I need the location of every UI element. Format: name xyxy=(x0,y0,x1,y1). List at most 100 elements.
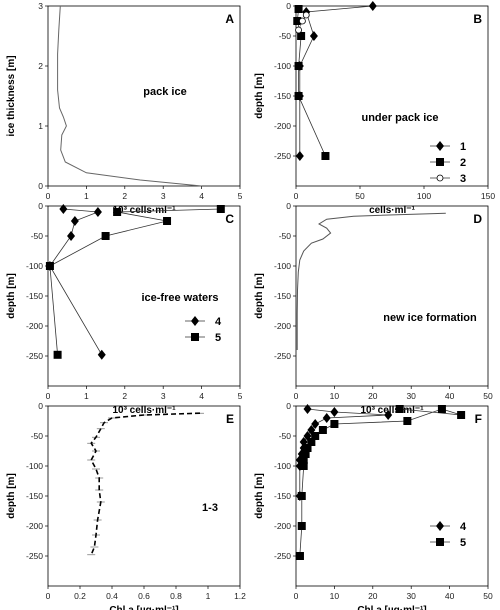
x-tick-label: 5 xyxy=(238,391,243,401)
data-point-circle xyxy=(302,11,310,19)
data-point-square xyxy=(163,217,172,225)
data-point-diamond xyxy=(59,204,68,214)
data-point-square xyxy=(307,438,316,446)
x-tick-label: 0.6 xyxy=(138,591,150,601)
y-tick-label: -100 xyxy=(274,61,291,71)
data-point-square xyxy=(301,450,310,458)
data-point-diamond xyxy=(384,410,393,420)
data-point-diamond xyxy=(303,404,312,414)
y-tick-label: -200 xyxy=(274,321,291,331)
x-tick-label: 0 xyxy=(294,591,299,601)
y-tick-label: 0 xyxy=(38,181,43,191)
series-line-1 xyxy=(299,5,373,156)
y-axis-label: depth [m] xyxy=(254,473,265,519)
data-point-square xyxy=(299,462,308,470)
legend-label: 5 xyxy=(460,537,466,549)
x-tick-label: 3 xyxy=(161,191,166,201)
data-point-square xyxy=(299,456,308,464)
x-tick-label: 4 xyxy=(199,191,204,201)
legend-label: 1 xyxy=(460,141,466,153)
y-tick-label: -250 xyxy=(274,151,291,161)
data-point-square xyxy=(45,262,54,270)
data-point-diamond xyxy=(97,349,106,360)
data-point-diamond xyxy=(322,413,331,423)
y-tick-label: 1 xyxy=(38,121,43,131)
x-tick-label: 30 xyxy=(406,391,416,401)
x-tick-label: 2 xyxy=(122,391,127,401)
legend-label: 2 xyxy=(460,157,466,169)
x-axis-label: 10³ cells·ml⁻¹ xyxy=(112,205,176,216)
x-tick-label: 0 xyxy=(46,591,51,601)
panel-letter-c: C xyxy=(225,212,234,226)
plot-area-d xyxy=(295,205,489,387)
data-point-diamond xyxy=(93,207,102,217)
y-axis-label: ice thickness [m] xyxy=(6,55,17,136)
legend-label: 3 xyxy=(460,173,466,185)
series-line-5 xyxy=(49,208,221,355)
y-tick-label: 3 xyxy=(38,1,43,11)
y-tick-label: -100 xyxy=(26,461,43,471)
x-tick-label: 40 xyxy=(445,591,455,601)
x-tick-label: 5 xyxy=(238,191,243,201)
x-axis-label: 10³ cells·ml⁻¹ xyxy=(360,405,424,416)
x-tick-label: 20 xyxy=(368,391,378,401)
data-point-diamond xyxy=(330,407,339,417)
y-tick-label: 2 xyxy=(38,61,43,71)
y-tick-label: 0 xyxy=(286,201,291,211)
x-tick-label: 10 xyxy=(330,391,340,401)
y-tick-label: -200 xyxy=(26,321,43,331)
x-tick-label: 50 xyxy=(355,191,365,201)
x-axis-label: Chl a [µg·ml⁻¹] xyxy=(109,605,178,610)
legend-marker-circle xyxy=(436,174,444,182)
x-axis-label: Chl a [µg·ml⁻¹] xyxy=(357,605,426,610)
y-tick-label: -50 xyxy=(279,431,292,441)
data-point-square xyxy=(297,492,306,500)
panel-note: 1-3 xyxy=(202,502,218,514)
panel-letter-b: B xyxy=(473,12,482,26)
data-point-square xyxy=(318,426,327,434)
legend-marker-diamond xyxy=(436,141,444,151)
x-tick-label: 0 xyxy=(46,191,51,201)
y-tick-label: -250 xyxy=(26,551,43,561)
x-tick-label: 40 xyxy=(445,391,455,401)
y-tick-label: 0 xyxy=(38,201,43,211)
series-line xyxy=(296,212,446,350)
y-tick-label: -50 xyxy=(279,231,292,241)
panel-letter-d: D xyxy=(473,212,482,226)
x-tick-label: 50 xyxy=(483,391,493,401)
y-tick-label: -50 xyxy=(279,31,292,41)
data-point-square xyxy=(437,405,446,413)
y-tick-label: -150 xyxy=(274,491,291,501)
panel-letter-a: A xyxy=(225,12,234,26)
legend-marker-square xyxy=(436,158,444,166)
x-tick-label: 0 xyxy=(46,391,51,401)
data-point-square xyxy=(216,205,225,213)
x-tick-label: 2 xyxy=(122,191,127,201)
data-point-diamond xyxy=(70,216,79,226)
y-tick-label: -250 xyxy=(274,351,291,361)
y-tick-label: -150 xyxy=(274,91,291,101)
data-point-circle xyxy=(298,17,306,25)
y-tick-label: 0 xyxy=(286,1,291,11)
y-tick-label: -150 xyxy=(26,491,43,501)
y-tick-label: 0 xyxy=(286,401,291,411)
y-tick-label: -150 xyxy=(26,291,43,301)
x-tick-label: 3 xyxy=(161,391,166,401)
panel-note: ice-free waters xyxy=(141,292,218,304)
legend-marker-square xyxy=(436,538,444,546)
x-axis-label: cells·ml⁻¹ xyxy=(369,205,416,216)
x-tick-label: 20 xyxy=(368,591,378,601)
panel-note: pack ice xyxy=(143,86,186,98)
x-tick-label: 30 xyxy=(406,591,416,601)
y-tick-label: -100 xyxy=(26,261,43,271)
y-tick-label: -200 xyxy=(26,521,43,531)
data-point-diamond xyxy=(67,231,76,241)
panel-note: new ice formation xyxy=(383,312,477,324)
data-point-square xyxy=(101,232,110,240)
x-tick-label: 0 xyxy=(294,391,299,401)
data-point-square xyxy=(294,5,303,13)
x-tick-label: 1 xyxy=(206,591,211,601)
x-tick-label: 4 xyxy=(199,391,204,401)
x-tick-label: 0.4 xyxy=(106,591,118,601)
